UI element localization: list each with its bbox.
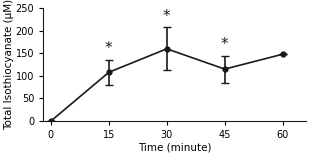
Text: *: * — [163, 9, 170, 24]
Text: *: * — [221, 37, 228, 52]
Text: *: * — [105, 41, 113, 57]
X-axis label: Time (minute): Time (minute) — [138, 143, 211, 153]
Y-axis label: Total Isothiocyanate (μM): Total Isothiocyanate (μM) — [4, 0, 14, 130]
